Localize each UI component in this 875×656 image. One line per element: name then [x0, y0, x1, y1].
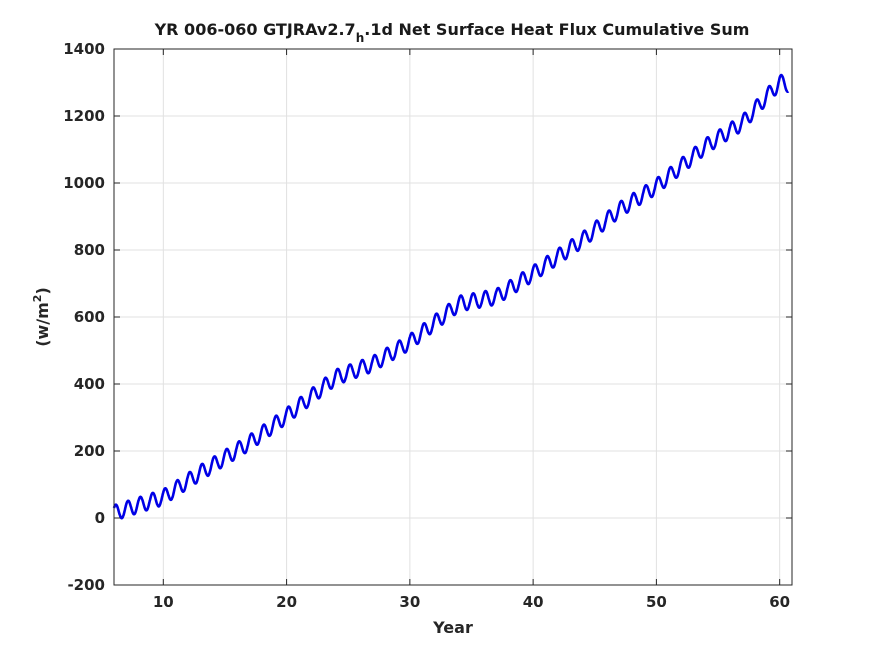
y-tick-label: 200	[74, 442, 105, 460]
y-tick-label: 400	[74, 375, 105, 393]
x-tick-label: 50	[646, 593, 667, 611]
y-tick-label: 600	[74, 308, 105, 326]
y-axis-label: (w/m2)	[31, 287, 52, 347]
x-tick-label: 10	[153, 593, 174, 611]
y-axis-label-superscript: 2	[31, 295, 44, 303]
chart-title-subscript: h	[356, 31, 365, 45]
x-tick-label: 40	[523, 593, 544, 611]
x-tick-label: 20	[276, 593, 297, 611]
x-tick-label: 30	[399, 593, 420, 611]
series-layer	[112, 73, 790, 520]
y-tick-label: 1000	[63, 174, 105, 192]
chart-title: YR 006-060 GTJRAv2.7h.1d Net Surface Hea…	[154, 20, 750, 45]
y-tick-label: 1400	[63, 40, 105, 58]
chart-title-main: YR 006-060 GTJRAv2.7	[154, 20, 356, 39]
ticks: 10 20 30 40 50 60 -200 0 200 400 600 800 1000 1200 140…	[63, 40, 792, 611]
y-axis-label-close: )	[33, 287, 52, 294]
y-tick-label: 1200	[63, 107, 105, 125]
x-tick-label: 60	[769, 593, 790, 611]
y-tick-label: -200	[67, 576, 105, 594]
y-tick-label: 800	[74, 241, 105, 259]
y-tick-label: 0	[95, 509, 105, 527]
series-line	[112, 73, 790, 520]
x-axis-label: Year	[432, 618, 473, 637]
chart-title-rest: .1d Net Surface Heat Flux Cumulative Sum	[364, 20, 749, 39]
y-axis-label-main: (w/m	[33, 302, 52, 347]
